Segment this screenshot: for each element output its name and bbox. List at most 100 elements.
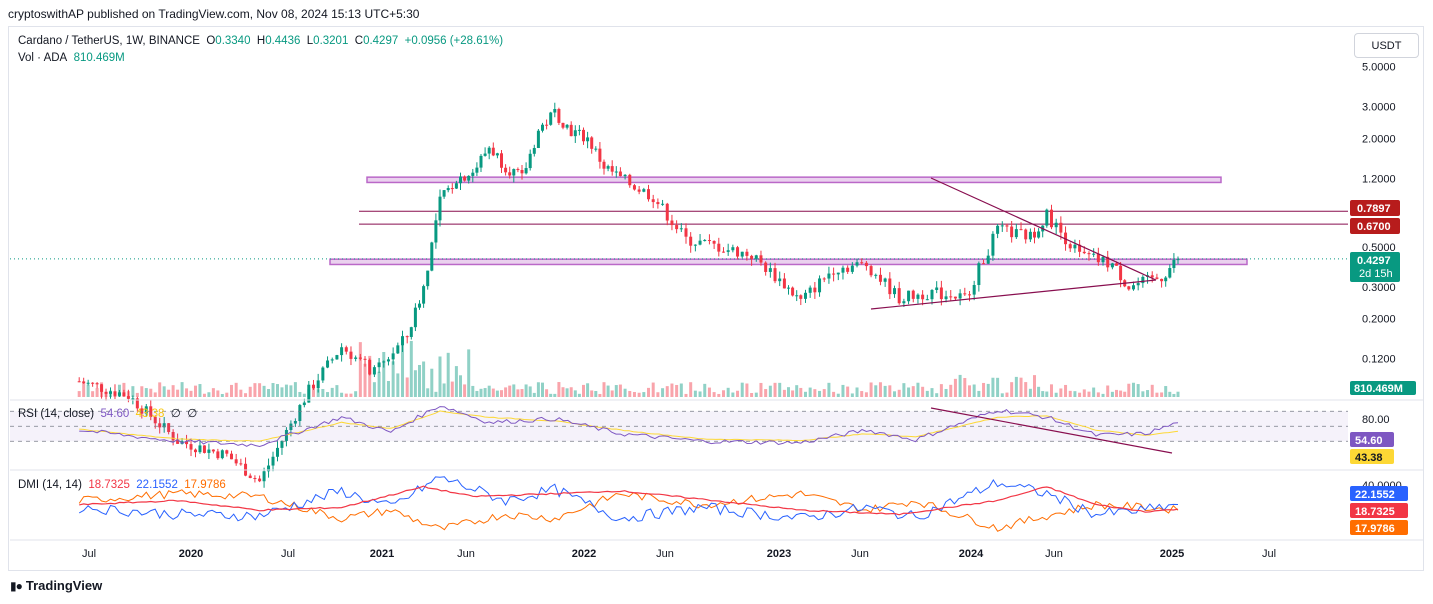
candle-body xyxy=(117,392,121,396)
open-label: O xyxy=(206,35,216,47)
volume-bar xyxy=(1082,389,1086,397)
candle-body xyxy=(1115,263,1118,266)
volume-bar xyxy=(405,377,409,397)
candle-body xyxy=(234,459,238,464)
volume-bar xyxy=(939,384,943,397)
volume-bar xyxy=(216,390,220,397)
volume-bar xyxy=(888,385,892,397)
candle-body xyxy=(253,478,257,480)
candle-body xyxy=(349,351,353,359)
volume-bar xyxy=(86,384,90,397)
time-tick-10: Jun xyxy=(1045,548,1063,560)
volume-bar xyxy=(869,382,873,397)
volume-bar xyxy=(1024,382,1028,397)
volume-bar xyxy=(253,383,257,397)
candle-body xyxy=(813,287,817,293)
rsi-ma-label-bg xyxy=(1350,449,1394,464)
volume-bar xyxy=(82,383,86,397)
minus-di-label: 17.9786 xyxy=(1355,523,1395,535)
volume-bar xyxy=(850,393,854,397)
candle-body xyxy=(520,169,524,174)
candle-body xyxy=(1028,231,1032,240)
low-value: 0.3201 xyxy=(313,35,349,47)
candle-body xyxy=(745,251,749,256)
volume-bar xyxy=(935,393,939,397)
candle-body xyxy=(907,290,911,302)
volume-bar xyxy=(234,382,238,397)
volume-bar xyxy=(158,382,162,397)
volume-bar xyxy=(1049,384,1053,397)
candle-body xyxy=(330,359,334,361)
candle-body xyxy=(354,357,358,359)
rsi-legend: RSI (14, close) 54.60 43.38 ∅ ∅ xyxy=(18,406,197,420)
candle-body xyxy=(864,262,868,267)
volume-bar xyxy=(799,387,803,397)
volume-bar xyxy=(1059,388,1063,397)
candle-body xyxy=(661,203,665,205)
candle-body xyxy=(193,449,197,453)
price-tick-6: 0.2000 xyxy=(1362,314,1396,326)
brand-name: TradingView xyxy=(25,578,103,593)
open-value: 0.3340 xyxy=(215,35,251,47)
volume-bar xyxy=(512,384,516,397)
candle-body xyxy=(1172,259,1176,269)
candle-body xyxy=(413,307,417,328)
volume-bar xyxy=(446,352,450,397)
volume-bar xyxy=(1005,392,1009,397)
candle-body xyxy=(698,240,702,245)
candle-body xyxy=(693,244,697,246)
footer-brand[interactable]: ▮● TradingView xyxy=(10,578,102,593)
volume-bar xyxy=(651,382,655,397)
volume-bar xyxy=(520,389,524,397)
volume-bar xyxy=(893,391,897,397)
volume-bar xyxy=(382,352,386,397)
candle-body xyxy=(86,382,90,384)
candle-body xyxy=(967,294,971,296)
candle-body xyxy=(77,381,81,383)
volume-bar xyxy=(878,382,882,397)
volume-bar xyxy=(996,377,1000,397)
candle-body xyxy=(211,449,215,452)
candle-body xyxy=(1141,276,1145,284)
candle-body xyxy=(180,441,184,444)
trendline-resistance xyxy=(930,177,1157,281)
candle-body xyxy=(113,391,117,396)
volume-bar xyxy=(577,393,581,397)
time-tick-6: Jun xyxy=(656,548,674,560)
candle-body xyxy=(454,183,458,189)
volume-bar xyxy=(280,387,284,397)
adx-value: 18.7325 xyxy=(88,479,130,491)
volume-bar xyxy=(586,383,590,397)
dmi-label[interactable]: DMI (14, 14) xyxy=(18,479,82,491)
volume-bar xyxy=(977,390,981,397)
candle-body xyxy=(565,124,569,128)
candle-body xyxy=(475,167,479,173)
candle-body xyxy=(382,361,386,363)
volume-bar xyxy=(549,393,553,397)
volume-bar xyxy=(647,387,651,397)
candle-body xyxy=(386,359,390,362)
rsi-label[interactable]: RSI (14, close) xyxy=(18,408,95,420)
volume-bar xyxy=(693,390,697,397)
symbol-label[interactable]: Cardano / TetherUS, 1W, BINANCE xyxy=(18,35,200,47)
candle-body xyxy=(628,174,632,186)
candle-body xyxy=(532,148,536,154)
volume-value: 810.469M xyxy=(73,52,125,64)
candle-body xyxy=(167,423,171,433)
volume-bar xyxy=(471,385,475,397)
candle-body xyxy=(888,278,892,295)
candle-body xyxy=(618,171,622,177)
candle-body xyxy=(185,441,189,445)
volume-bar xyxy=(1096,392,1100,397)
candle-body xyxy=(162,423,166,428)
volume-bar xyxy=(311,385,315,397)
currency-unit-button[interactable]: USDT xyxy=(1354,33,1419,58)
candle-body xyxy=(1024,229,1028,240)
candle-body xyxy=(248,475,252,479)
volume-bar xyxy=(916,382,920,397)
volume-bar xyxy=(1110,391,1114,397)
candle-body xyxy=(1092,253,1096,255)
candle-body xyxy=(958,293,962,299)
candle-body xyxy=(495,153,499,156)
